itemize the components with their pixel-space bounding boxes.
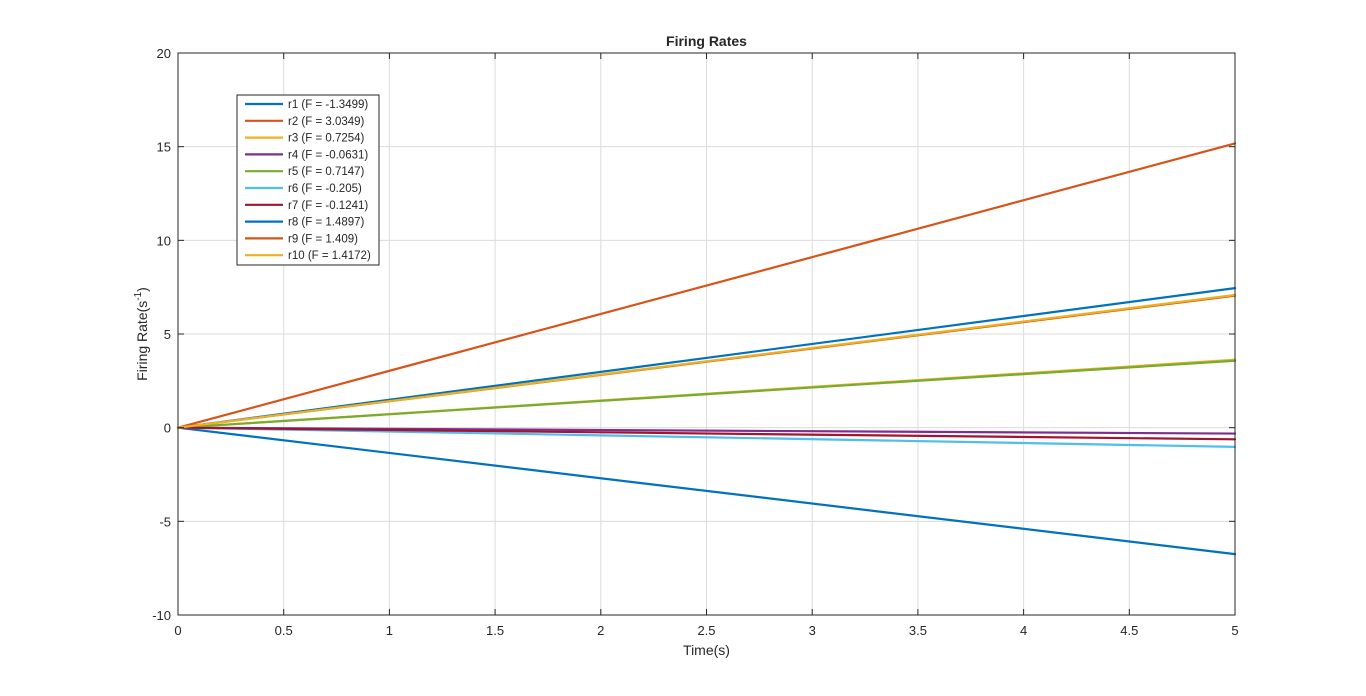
legend-label-r8: r8 (F = 1.4897): [288, 217, 365, 229]
x-tick-label: 5: [1231, 623, 1238, 638]
chart-title: Firing Rates: [666, 33, 747, 49]
y-tick-label: 5: [164, 327, 171, 342]
legend-label-r6: r6 (F = -0.205): [288, 183, 362, 195]
legend-entries: r1 (F = -1.3499) r2 (F = 3.0349) r3 (F = 0…: [245, 99, 371, 262]
legend-box: [236, 94, 380, 266]
x-tick-label: 4: [1020, 623, 1027, 638]
x-tick-label: 4.5: [1120, 623, 1138, 638]
x-tick-label: 2: [597, 623, 604, 638]
x-tick-label: 1: [386, 623, 393, 638]
y-axis-label-main: Firing Rate(s: [134, 301, 150, 381]
y-tick-label: 0: [164, 421, 171, 436]
y-axis-label: Firing Rate(s-1): [133, 287, 150, 381]
x-tick-label: 0.5: [275, 623, 293, 638]
y-tick-label: 15: [157, 140, 171, 155]
y-axis-label-close: ): [134, 287, 150, 292]
series-line-r7: [176, 426, 1237, 441]
y-tick-label: 20: [157, 46, 171, 61]
series-line-r8: [176, 287, 1237, 429]
legend-label-r10: r10 (F = 1.4172): [288, 250, 371, 262]
x-tick-label: 3: [809, 623, 816, 638]
series-lines: [176, 142, 1237, 556]
legend-label-r9: r9 (F = 1.409): [288, 233, 358, 245]
y-tick-label: -5: [159, 514, 171, 529]
series-line-r6: [176, 426, 1237, 448]
y-tick-labels: -10 -5 0 5 10 15 20: [152, 46, 171, 623]
series-line-r1: [176, 426, 1237, 556]
series-line-r5: [176, 359, 1237, 429]
y-tick-label: -10: [152, 608, 171, 623]
series-line-r10: [176, 293, 1237, 429]
legend-label-r5: r5 (F = 0.7147): [288, 166, 365, 178]
legend-label-r3: r3 (F = 0.7254): [288, 133, 365, 145]
legend-label-r7: r7 (F = -0.1241): [288, 200, 368, 212]
x-tick-label: 3.5: [909, 623, 927, 638]
y-axis-label-superscript: -1: [133, 291, 144, 300]
x-tick-label: 0: [174, 623, 181, 638]
x-tick-label: 1.5: [486, 623, 504, 638]
legend-label-r2: r2 (F = 3.0349): [288, 116, 365, 128]
y-tick-label: 10: [157, 233, 171, 248]
x-axis-label: Time(s): [683, 642, 730, 658]
axis-ticks: [177, 52, 1236, 616]
legend-label-r1: r1 (F = -1.3499): [288, 99, 368, 111]
x-tick-label: 2.5: [697, 623, 715, 638]
x-tick-labels: 0 0.5 1 1.5 2 2.5 3 3.5 4 4.5 5: [174, 623, 1238, 638]
legend-label-r4: r4 (F = -0.0631): [288, 149, 368, 161]
legend: r1 (F = -1.3499) r2 (F = 3.0349) r3 (F = 0…: [236, 94, 380, 266]
series-line-r2: [176, 142, 1237, 429]
